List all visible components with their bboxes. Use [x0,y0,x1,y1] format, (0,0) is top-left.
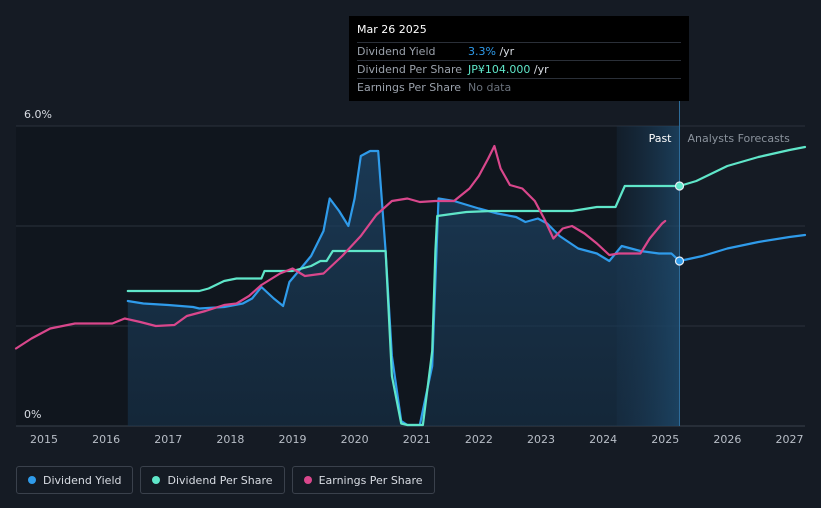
x-tick-label: 2023 [527,433,555,446]
tooltip-row-dividend-per-share: Dividend Per Share JP¥104.000 /yr [357,60,681,78]
forecast-label: Analysts Forecasts [688,132,791,145]
dividend-yield-area [127,151,680,426]
dividend-yield-marker [674,256,685,266]
legend-item-earnings-per-share[interactable]: Earnings Per Share [291,466,435,494]
legend-dot-icon [28,476,36,484]
x-tick-label: 2017 [154,433,182,446]
chart-tooltip: Mar 26 2025 Dividend Yield 3.3% /yr Divi… [349,16,689,101]
x-tick-label: 2021 [403,433,431,446]
forecast-shade [616,126,680,426]
series-line-dividend-yield-forecast [678,233,807,263]
x-tick-label: 2016 [92,433,120,446]
chart-legend: Dividend Yield Dividend Per Share Earnin… [16,466,435,494]
tooltip-unit: /yr [530,63,549,76]
x-tick-label: 2022 [465,433,493,446]
dividend-per-share-marker [674,181,685,191]
legend-label: Earnings Per Share [318,473,423,487]
series-line-dividend-per-share [126,184,681,427]
legend-dot-icon [303,476,312,484]
x-tick-label: 2019 [278,433,306,446]
x-tick-label: 2018 [216,433,244,446]
legend-item-dividend-yield[interactable]: Dividend Yield [16,466,134,494]
x-tick-label: 2015 [30,433,58,446]
legend-dot-icon [152,476,161,484]
tooltip-value-dividend-per-share: JP¥104.000 [468,63,531,76]
legend-label: Dividend Yield [43,473,122,487]
tooltip-value-dividend-yield: 3.3% [468,45,496,58]
tooltip-row-dividend-yield: Dividend Yield 3.3% /yr [357,42,681,60]
x-tick-label: 2025 [651,433,679,446]
x-tick-label: 2020 [341,433,369,446]
past-label: Past [649,132,673,145]
tooltip-value-earnings-per-share: No data [468,81,512,94]
series-line-earnings-per-share [14,144,667,350]
x-tick-label: 2027 [775,433,803,446]
y-tick-label-top: 6.0% [24,108,52,121]
tooltip-label: Dividend Yield [357,45,436,58]
tooltip-row-earnings-per-share: Earnings Per Share No data [357,78,681,96]
legend-item-dividend-per-share[interactable]: Dividend Per Share [140,466,285,494]
tooltip-date: Mar 26 2025 [357,23,427,36]
legend-label: Dividend Per Share [167,473,273,487]
y-tick-label-bottom: 0% [24,408,41,421]
tooltip-unit: /yr [495,45,515,58]
tooltip-label: Dividend Per Share [357,63,463,76]
series-line-dividend-per-share-forecast [678,145,807,188]
x-tick-label: 2026 [713,433,741,446]
tooltip-label: Earnings Per Share [357,81,462,94]
x-tick-label: 2024 [589,433,617,446]
